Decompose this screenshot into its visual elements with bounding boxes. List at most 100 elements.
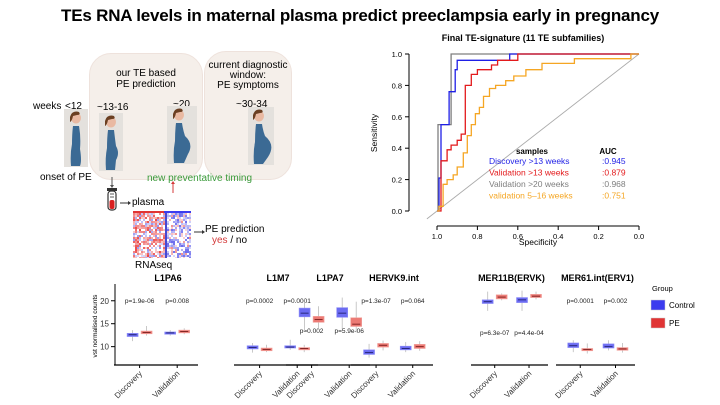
roc-x-tick-label: 0.8: [472, 232, 482, 241]
blood-tube-icon: [107, 188, 117, 211]
box-control: [363, 349, 375, 355]
roc-y-tick-label: 0.2: [392, 176, 402, 185]
boxplot-y-tick-label: 20: [100, 297, 109, 306]
roc-ylabel: Sensitivity: [369, 113, 379, 152]
right-arrow-icon: [194, 230, 205, 234]
boxplot-x-label: Discovery: [233, 369, 264, 400]
boxplot-title: MER61.int(ERV1): [561, 273, 634, 283]
boxplot-pvalue: p=1.3e-07: [361, 298, 391, 305]
no-label: / no: [227, 235, 248, 246]
roc-x-tick-label: 0.0: [634, 232, 644, 241]
roc-xlabel: Specificity: [519, 237, 558, 247]
stage-label-4: ~30-34: [236, 99, 268, 110]
prediction-outcome: yes / no: [212, 235, 247, 246]
boxplot-pvalue: p=5.9e-06: [334, 328, 364, 335]
roc-y-tick-label: 0.8: [392, 81, 402, 90]
pregnancy-figure-3: [167, 106, 197, 164]
boxplot-y-tick-label: 10: [100, 343, 109, 352]
roc-y-tick-label: 0.4: [392, 144, 402, 153]
te-prediction-label-1: our TE based: [116, 68, 176, 79]
boxplot-x-label: Validation: [589, 369, 620, 400]
rnaseq-label: RNAseq: [135, 260, 173, 271]
boxplot-title: HERVK9.int: [369, 273, 419, 283]
heatmap-annot-pe: [133, 211, 164, 213]
roc-diagonal: [426, 53, 640, 220]
heatmap-annot-control: [164, 211, 191, 213]
roc-x-tick-label: 1.0: [432, 232, 442, 241]
weeks-label: weeks: [33, 101, 62, 112]
roc-title: Final TE-signature (11 TE subfamilies): [442, 33, 605, 43]
roc-y-tick-label: 0.6: [392, 113, 402, 122]
boxplot-pvalue: p=0.008: [165, 298, 189, 305]
stage-label-1: <12: [65, 101, 82, 112]
boxplot-x-label: Validation: [151, 369, 182, 400]
boxplot-x-label: Validation: [323, 369, 354, 400]
legend-series-name: validation 5–16 weeks: [489, 191, 573, 201]
roc-y-tick-label: 0.0: [392, 207, 402, 216]
boxplot-pvalue: p=0.002: [300, 328, 324, 335]
pregnancy-figure-4: [248, 107, 274, 165]
boxplot-pvalue: p=0.002: [604, 298, 628, 305]
boxplot-title: L1PA7: [316, 273, 343, 283]
legend-auc-header: AUC: [599, 147, 617, 156]
legend-series-auc: :0.945: [602, 156, 626, 166]
new-preventative-timing-label: new preventative timing: [147, 173, 253, 184]
roc-y-tick-label: 1.0: [392, 50, 402, 59]
boxplot-title: L1M7: [266, 273, 289, 283]
legend-label-pe: PE: [669, 319, 680, 328]
legend-label-control: Control: [669, 301, 695, 310]
boxplot-pvalue: p=6.3e-07: [480, 330, 510, 337]
stage-label-3: ~20: [173, 99, 190, 110]
legend-series-name: Validation >20 weeks: [489, 179, 569, 189]
pregnancy-figure-1: [64, 109, 88, 167]
yes-label: yes: [212, 235, 228, 246]
pregnancy-figure-2: [99, 113, 123, 171]
plasma-label: plasma: [132, 197, 165, 208]
boxplot-y-tick-label: 15: [100, 320, 109, 329]
box-control: [298, 307, 311, 318]
woman-icon: [173, 108, 191, 163]
woman-icon: [253, 109, 272, 164]
boxplot-x-label: Discovery: [113, 369, 144, 400]
box-pe: [350, 317, 363, 327]
legend-samples-header: samples: [516, 147, 549, 156]
rnaseq-heatmap: [133, 211, 191, 258]
boxplot-panels: vst normalised counts 10 15 20 L1PA6 Discover…: [92, 273, 695, 400]
legend-series-auc: :0.968: [602, 179, 626, 189]
figure-title: TEs RNA levels in maternal plasma predic…: [61, 6, 659, 25]
stage-label-2: ~13-16: [97, 102, 129, 113]
box-control: [336, 307, 349, 318]
te-prediction-label-2: PE prediction: [116, 79, 176, 90]
boxplot-x-label: Validation: [503, 369, 534, 400]
boxplot-legend-title: Group: [652, 284, 673, 293]
boxplot-pvalue: p=0.064: [401, 298, 425, 305]
boxplot-x-label: Discovery: [468, 369, 499, 400]
legend-series-name: Discovery >13 weeks: [489, 156, 570, 166]
boxplot-ylabel: vst normalised counts: [92, 294, 99, 358]
pe-prediction-label: PE prediction: [205, 224, 265, 235]
legend-swatch-control: [650, 299, 666, 311]
roc-curve-1: [437, 53, 639, 212]
roc-curve-3: [437, 53, 639, 212]
boxplot-x-label: Discovery: [553, 369, 584, 400]
roc-x-tick-label: 0.6: [513, 232, 523, 241]
roc-x-tick-label: 0.4: [553, 232, 563, 241]
legend-series-name: Validation >13 weeks: [489, 168, 569, 178]
boxplot-title: L1PA6: [154, 273, 181, 283]
current-window-label-2: window:: [229, 70, 267, 81]
current-window-label-3: PE symptoms: [217, 80, 279, 91]
boxplot-title: MER11B(ERVK): [478, 273, 545, 283]
current-window-label-1: current diagnostic: [208, 60, 288, 71]
legend-swatch-pe: [650, 317, 666, 329]
woman-icon: [105, 115, 118, 170]
legend-series-auc: :0.751: [602, 191, 626, 201]
right-arrow-icon: [120, 201, 131, 205]
down-arrowhead: [110, 185, 114, 188]
boxplot-pvalue: p=1.9e-06: [125, 298, 155, 305]
legend-series-auc: :0.879: [602, 168, 626, 178]
boxplot-pvalue: p=0.0002: [246, 298, 274, 305]
boxplot-x-label: Validation: [386, 369, 417, 400]
woman-icon: [70, 111, 81, 166]
boxplot-pvalue: p=4.4e-04: [514, 330, 544, 337]
onset-of-pe-label: onset of PE: [40, 172, 92, 183]
